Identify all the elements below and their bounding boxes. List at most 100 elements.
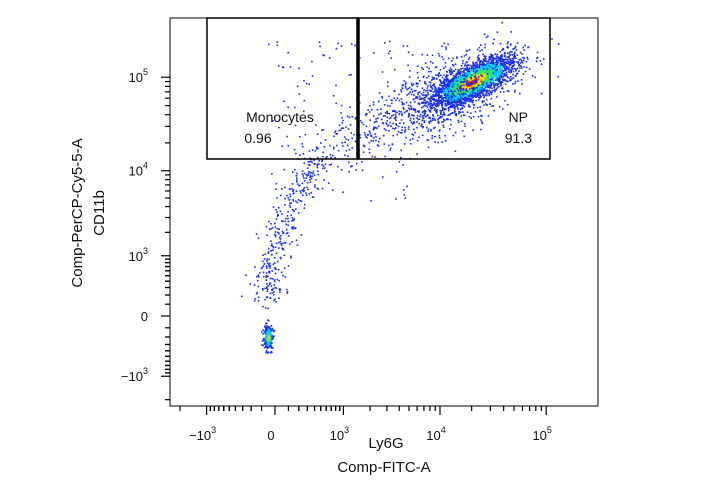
event-dot [492,60,494,62]
event-dot [514,80,517,83]
event-dot [475,73,478,75]
event-dot [449,101,452,103]
event-dot [455,113,457,115]
event-dot [495,74,497,76]
event-dot [477,86,479,89]
event-dot [270,249,273,252]
event-dot [282,66,284,68]
event-dot [266,338,268,340]
event-dot [291,220,293,222]
event-dot [395,198,397,200]
event-dot [452,92,454,95]
event-dot [430,70,432,73]
event-dot [514,45,517,48]
event-dot [311,149,314,151]
event-dot [365,125,368,128]
event-dot [451,112,454,115]
event-dot [486,104,488,106]
event-dot [431,97,434,100]
event-dot [271,270,273,272]
event-dot [498,70,501,73]
event-dot [263,263,266,265]
event-dot [429,116,431,119]
event-dot [517,62,520,65]
event-dot [442,81,445,83]
event-dot [456,57,458,59]
event-dot [428,122,431,124]
event-dot [500,84,502,87]
event-dot [479,94,481,97]
event-dot [299,192,302,194]
event-dot [483,79,486,82]
event-dot [493,38,495,41]
event-dot [464,72,466,75]
event-dot [507,60,509,62]
event-dot [457,81,459,84]
event-dot [485,86,487,89]
event-dot [445,104,447,107]
event-dot [407,128,410,131]
event-dot [499,56,502,59]
event-dot [275,182,278,185]
event-dot [268,336,270,339]
event-dot [381,96,384,99]
event-dot [465,88,468,90]
event-dot [269,283,271,286]
event-dot [405,101,408,104]
event-dot [403,122,405,124]
x-tick-label: 103 [330,425,349,443]
event-dot [510,63,512,65]
event-dot [490,54,493,56]
event-dot [413,121,415,123]
event-dot [422,110,424,113]
event-dot [337,42,339,45]
event-dot [450,87,452,89]
event-dot [486,89,488,92]
event-dot [479,88,481,91]
event-dot [253,284,256,286]
event-dot [397,125,400,128]
event-dot [498,86,500,88]
event-dot [428,110,431,112]
event-dot [442,93,445,96]
event-dot [413,118,415,120]
event-dot [428,108,430,111]
event-dot [374,120,377,123]
event-dot [531,75,534,77]
event-dot [459,108,462,111]
event-dot [485,103,487,105]
event-dot [462,104,465,107]
event-dot [268,327,270,329]
event-dot [496,84,499,87]
event-dot [457,84,459,86]
event-dot [458,88,461,90]
event-dot [481,75,484,77]
event-dot [442,87,445,89]
event-dot [383,128,386,130]
event-dot [499,69,501,72]
event-dot [264,326,267,329]
event-dot [306,186,308,189]
event-dot [270,240,272,242]
event-dot [264,253,267,255]
event-dot [462,71,464,73]
event-dot [459,81,461,83]
event-dot [493,109,495,112]
event-dot [459,72,462,74]
event-dot [442,124,444,127]
event-dot [398,112,401,115]
event-dot [522,73,525,75]
event-dot [392,134,394,137]
event-dot [265,296,268,299]
event-dot [268,335,271,337]
event-dot [443,42,445,45]
event-dot [274,272,277,275]
event-dot [450,98,453,101]
event-dot [279,235,282,237]
event-dot [427,104,429,106]
event-dot [451,60,453,62]
event-dot [440,116,442,119]
event-dot [475,68,477,71]
event-dot [267,346,270,349]
event-dot [376,120,378,123]
